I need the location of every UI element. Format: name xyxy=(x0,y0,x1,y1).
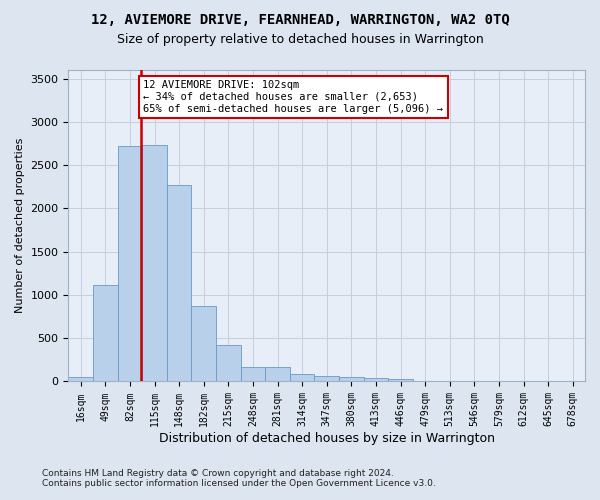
Text: Contains public sector information licensed under the Open Government Licence v3: Contains public sector information licen… xyxy=(42,478,436,488)
Bar xyxy=(241,367,265,382)
Bar xyxy=(216,344,241,382)
Bar xyxy=(118,146,142,382)
Y-axis label: Number of detached properties: Number of detached properties xyxy=(15,138,25,314)
Bar xyxy=(191,306,216,382)
Text: 12 AVIEMORE DRIVE: 102sqm
← 34% of detached houses are smaller (2,653)
65% of se: 12 AVIEMORE DRIVE: 102sqm ← 34% of detac… xyxy=(143,80,443,114)
Bar xyxy=(167,185,191,382)
Bar xyxy=(314,376,339,382)
Bar xyxy=(388,380,413,382)
Bar xyxy=(265,367,290,382)
Bar xyxy=(339,377,364,382)
Bar xyxy=(364,378,388,382)
Bar xyxy=(68,377,93,382)
Bar xyxy=(290,374,314,382)
Text: Contains HM Land Registry data © Crown copyright and database right 2024.: Contains HM Land Registry data © Crown c… xyxy=(42,468,394,477)
X-axis label: Distribution of detached houses by size in Warrington: Distribution of detached houses by size … xyxy=(159,432,495,445)
Text: 12, AVIEMORE DRIVE, FEARNHEAD, WARRINGTON, WA2 0TQ: 12, AVIEMORE DRIVE, FEARNHEAD, WARRINGTO… xyxy=(91,12,509,26)
Text: Size of property relative to detached houses in Warrington: Size of property relative to detached ho… xyxy=(116,32,484,46)
Bar xyxy=(93,286,118,382)
Bar xyxy=(142,146,167,382)
